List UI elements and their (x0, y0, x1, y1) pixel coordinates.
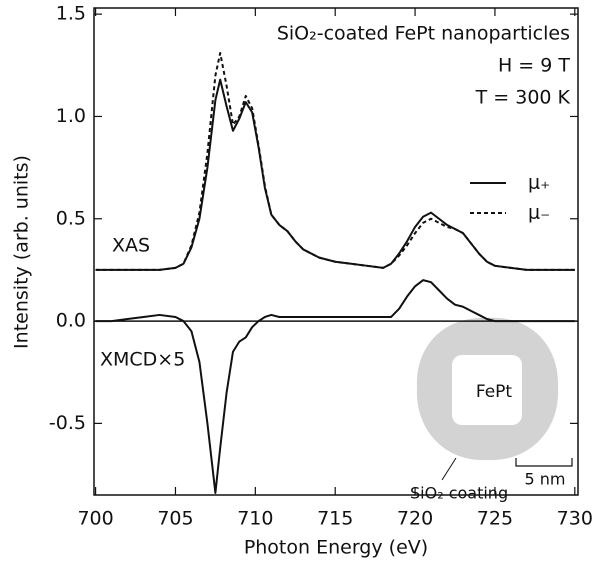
y-tick-label: 0.5 (56, 207, 86, 229)
series-line (95, 279, 575, 494)
x-tick-label: 705 (157, 508, 193, 530)
core-shape (452, 355, 522, 425)
y-axis-title: Intensity (arb. units) (11, 155, 33, 349)
annotation: T = 300 K (475, 87, 571, 109)
inset-label: 5 nm (525, 470, 566, 489)
x-tick-label: 710 (237, 508, 273, 530)
legend-label: μ₋ (528, 202, 550, 224)
x-tick-label: 715 (317, 508, 353, 530)
title: SiO₂-coated FePt nanoparticles (277, 23, 570, 45)
pointer-line (441, 457, 457, 481)
x-tick-label: 700 (77, 508, 113, 530)
curve-label: XAS (112, 235, 150, 257)
y-tick-label: -0.5 (49, 412, 86, 434)
inset-label: SiO₂ coating (410, 484, 508, 503)
x-tick-label: 720 (397, 508, 433, 530)
x-tick-label: 730 (557, 508, 593, 530)
legend-label: μ₊ (528, 172, 550, 194)
y-tick-label: 0.0 (56, 310, 86, 332)
series-line (95, 52, 575, 271)
curve-label: XMCD×5 (100, 349, 185, 371)
y-tick-label: 1.5 (56, 3, 86, 25)
x-tick-label: 725 (477, 508, 513, 530)
y-tick-label: 1.0 (56, 105, 86, 127)
inset-label: FePt (476, 382, 513, 402)
scale-bar (515, 458, 573, 467)
annotation: H = 9 T (498, 55, 570, 77)
x-axis-title: Photon Energy (eV) (244, 537, 428, 559)
plot-frame (93, 7, 579, 496)
